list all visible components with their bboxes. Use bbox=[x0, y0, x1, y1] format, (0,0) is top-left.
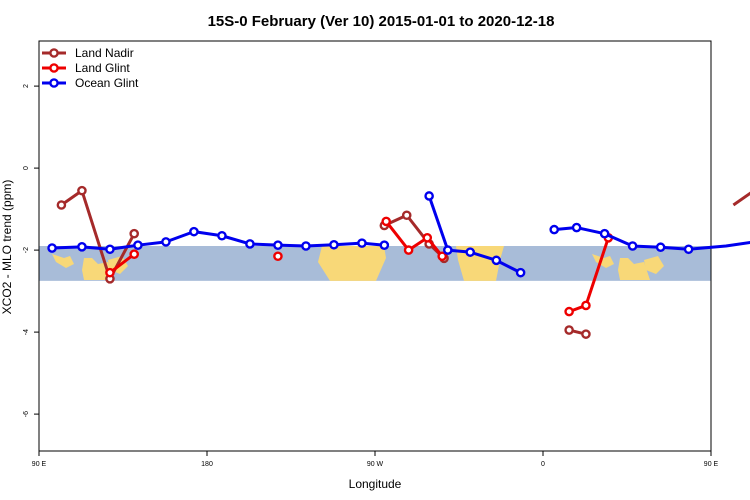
data-point bbox=[403, 245, 414, 255]
data-point bbox=[515, 267, 526, 278]
y-axis-label: XCO2 - MLO trend (ppm) bbox=[0, 180, 14, 315]
data-point bbox=[422, 232, 433, 243]
data-point bbox=[245, 239, 255, 249]
y-tick-label: 0 bbox=[23, 166, 30, 170]
data-point bbox=[627, 241, 638, 251]
x-tick-label: 180 bbox=[201, 461, 213, 468]
data-point bbox=[381, 216, 392, 227]
data-point bbox=[329, 239, 339, 250]
x-tick-label: 90 E bbox=[704, 461, 719, 468]
land-shape bbox=[618, 258, 650, 280]
legend-label: Land Nadir bbox=[75, 46, 134, 60]
series-land-glint bbox=[105, 216, 614, 317]
data-point bbox=[683, 244, 694, 255]
land-shape bbox=[644, 256, 664, 274]
chart-title: 15S-0 February (Ver 10) 2015-01-01 to 20… bbox=[208, 13, 555, 30]
data-point bbox=[133, 240, 143, 250]
land-shape bbox=[592, 254, 614, 268]
data-point bbox=[401, 210, 412, 221]
legend-marker bbox=[49, 48, 59, 58]
data-point bbox=[129, 228, 139, 239]
data-point bbox=[47, 243, 57, 253]
data-point bbox=[442, 245, 453, 255]
y-tick-label: -4 bbox=[23, 329, 30, 335]
legend-marker bbox=[49, 63, 59, 73]
y-tick-label: -6 bbox=[23, 411, 30, 417]
land-shape bbox=[52, 254, 74, 268]
data-point bbox=[56, 200, 67, 210]
data-point bbox=[217, 230, 227, 241]
series-line bbox=[60, 189, 136, 281]
data-point bbox=[301, 241, 311, 251]
data-point bbox=[465, 247, 476, 257]
series-line bbox=[385, 220, 444, 258]
series-layer bbox=[47, 185, 750, 339]
legend-label: Ocean Glint bbox=[75, 76, 139, 90]
series-line bbox=[732, 191, 750, 207]
data-point bbox=[77, 185, 87, 196]
data-point bbox=[437, 251, 448, 262]
data-point bbox=[571, 222, 582, 233]
data-point bbox=[357, 238, 367, 248]
x-axis-label: Longitude bbox=[349, 477, 402, 491]
data-point bbox=[189, 226, 199, 237]
legend-marker bbox=[49, 78, 59, 88]
world-map-band bbox=[39, 246, 711, 281]
land-shape bbox=[318, 246, 386, 281]
data-point bbox=[424, 191, 434, 201]
data-point bbox=[581, 300, 591, 311]
series-line bbox=[109, 253, 136, 274]
data-point bbox=[655, 242, 666, 253]
data-point bbox=[564, 306, 574, 317]
x-tick-label: 90 E bbox=[32, 461, 47, 468]
data-point bbox=[581, 329, 591, 339]
data-point bbox=[599, 228, 610, 239]
data-point bbox=[379, 240, 390, 250]
data-point bbox=[273, 240, 283, 250]
data-point bbox=[161, 237, 171, 247]
data-point bbox=[564, 325, 574, 335]
x-tick-label: 90 W bbox=[367, 461, 384, 468]
data-point bbox=[129, 249, 139, 259]
legend-label: Land Glint bbox=[75, 61, 130, 75]
data-point bbox=[77, 242, 87, 252]
y-tick-label: 2 bbox=[23, 84, 30, 88]
x-tick-label: 0 bbox=[541, 461, 545, 468]
data-point bbox=[105, 267, 115, 278]
data-point bbox=[549, 224, 560, 235]
data-point bbox=[105, 244, 115, 255]
y-tick-label: -2 bbox=[23, 247, 30, 253]
data-point bbox=[491, 255, 502, 266]
data-point bbox=[273, 251, 283, 262]
axes: 90 E 180 90 W 0 90 E 2 0 -2 -4 -6 bbox=[23, 84, 719, 468]
series-ocean-glint bbox=[47, 191, 750, 278]
